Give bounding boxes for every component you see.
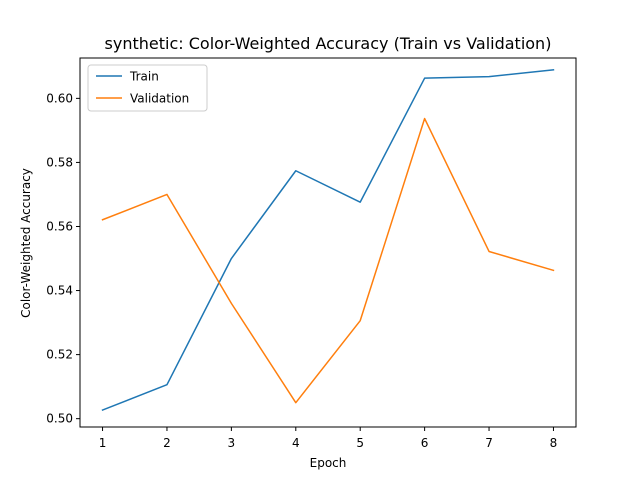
y-tick-label-0.56: 0.56	[46, 219, 73, 233]
legend-label-validation: Validation	[130, 92, 189, 106]
chart-title: synthetic: Color-Weighted Accuracy (Trai…	[105, 34, 552, 53]
x-axis-label: Epoch	[310, 456, 347, 470]
x-tick-label-4: 4	[292, 436, 300, 450]
x-tick-label-5: 5	[356, 436, 364, 450]
plot-background	[80, 58, 576, 427]
x-tick-label-3: 3	[228, 436, 236, 450]
plot-area: 1 2 3 4 5 6 7 8 0.50 0.52 0.54 0.56 0.58 0.60 Train Val…	[46, 58, 576, 450]
x-tick-label-2: 2	[163, 436, 171, 450]
legend: Train Validation	[88, 65, 207, 111]
x-tick-label-7: 7	[485, 436, 493, 450]
x-tick-label-8: 8	[550, 436, 558, 450]
y-tick-label-0.58: 0.58	[46, 155, 73, 169]
x-tick-label-1: 1	[99, 436, 107, 450]
y-tick-label-0.50: 0.50	[46, 412, 73, 426]
y-tick-label-0.60: 0.60	[46, 91, 73, 105]
y-axis-label: Color-Weighted Accuracy	[19, 168, 33, 318]
y-tick-label-0.52: 0.52	[46, 348, 73, 362]
x-tick-label-6: 6	[421, 436, 429, 450]
y-tick-label-0.54: 0.54	[46, 284, 73, 298]
legend-label-train: Train	[129, 70, 159, 84]
